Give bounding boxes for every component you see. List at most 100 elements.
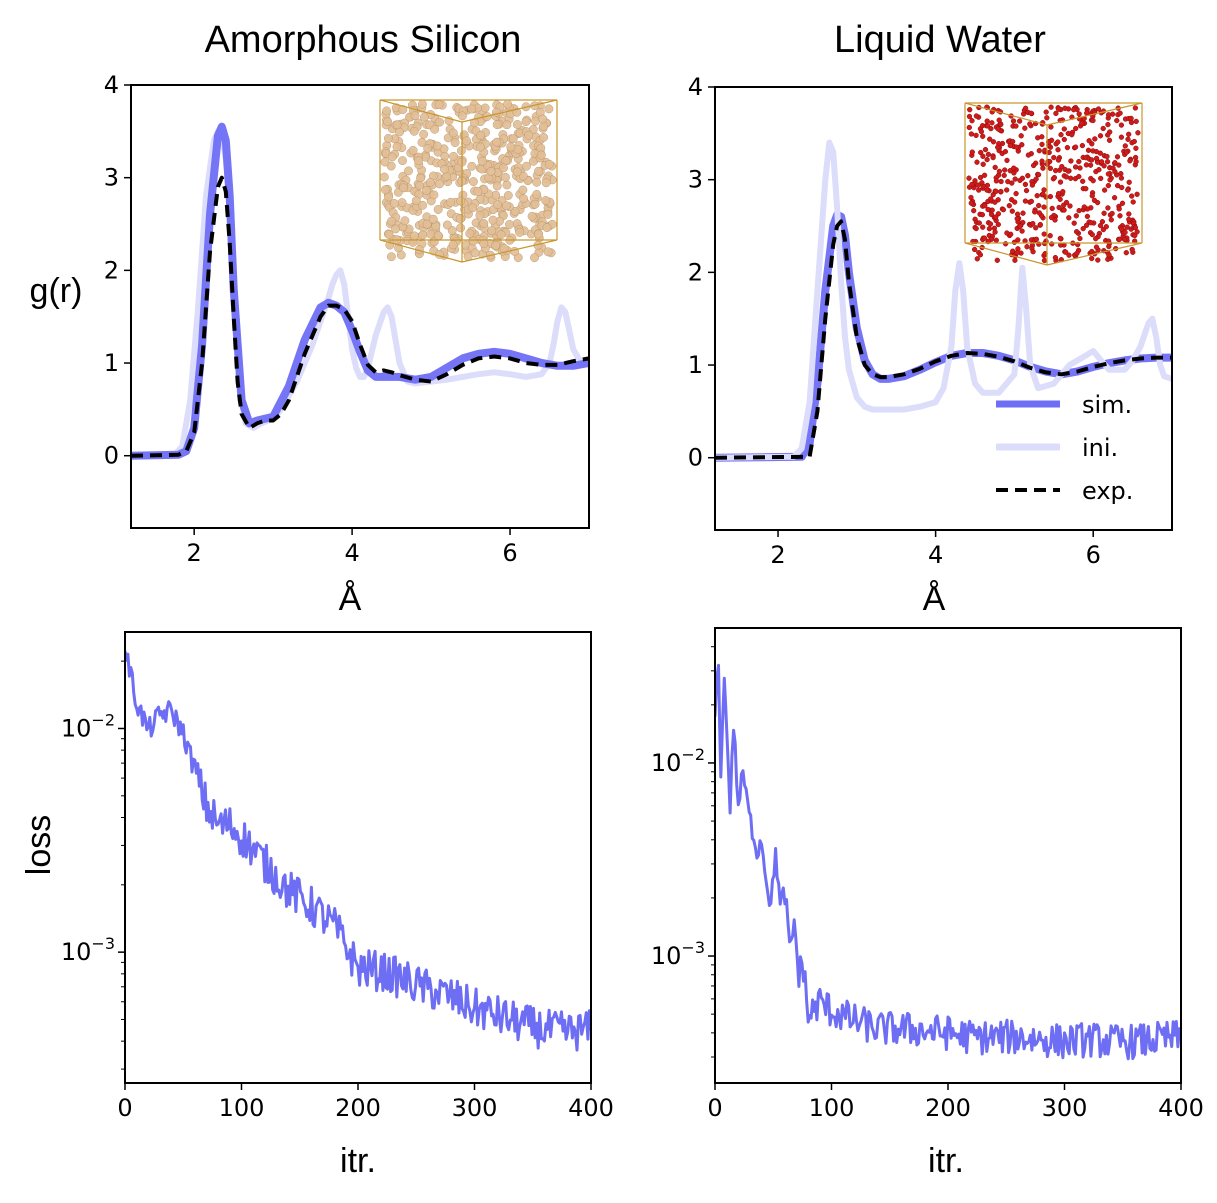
inset-atom — [1022, 125, 1028, 131]
inset-atom — [1125, 136, 1131, 142]
inset-atom — [1052, 217, 1058, 223]
inset-atom — [1133, 118, 1139, 125]
inset-atom — [501, 201, 511, 211]
inset-atom — [433, 231, 443, 241]
inset-atom — [519, 194, 528, 204]
inset-box-edge — [1046, 102, 1143, 126]
inset-atom — [1092, 136, 1098, 142]
inset-atom — [1108, 217, 1114, 223]
inset-atom — [1100, 125, 1106, 132]
inset-atom — [987, 136, 993, 142]
inset-atom — [419, 112, 429, 122]
inset-atom — [379, 172, 389, 182]
inset-atom — [1063, 174, 1070, 180]
x-tick-label: 100 — [219, 1094, 265, 1122]
rdf-plot-silicon: 2 4 6 0 1 2 3 4 — [104, 71, 590, 567]
inset-atom — [1014, 211, 1021, 217]
series-group — [715, 663, 1181, 1061]
inset-atom — [1002, 167, 1008, 173]
inset-atom — [1061, 136, 1067, 143]
inset-atom — [1036, 210, 1043, 216]
inset-atom — [1077, 165, 1083, 171]
inset-atom — [1129, 246, 1135, 253]
inset-atom — [971, 208, 977, 214]
inset-atom — [430, 124, 440, 134]
inset-atom — [1126, 211, 1132, 217]
inset-atom — [980, 161, 986, 167]
x-tick-label: 2 — [770, 541, 785, 569]
inset-atom — [1134, 191, 1140, 197]
inset-atom — [1062, 105, 1068, 111]
inset-atom — [448, 128, 458, 138]
inset-atom — [426, 229, 436, 239]
inset-atom — [1022, 198, 1029, 204]
y-tick-label: 1 — [688, 351, 703, 379]
inset-atom — [985, 206, 991, 213]
inset-box-edge — [379, 99, 463, 123]
xlabel-itr-right: itr. — [928, 1142, 964, 1180]
inset-atom — [1057, 179, 1064, 185]
inset-atom — [1116, 206, 1122, 212]
inset-atom — [1076, 158, 1082, 165]
y-tick-label: 2 — [104, 256, 119, 284]
inset-atom — [993, 188, 999, 195]
inset-atom — [479, 239, 489, 249]
inset-atom — [1100, 226, 1107, 233]
inset-atom — [1118, 226, 1125, 232]
inset-atom — [469, 118, 479, 128]
inset-atom — [435, 117, 445, 127]
inset-atom — [1101, 163, 1107, 169]
inset-atom — [456, 196, 466, 206]
inset-atom — [387, 216, 397, 226]
axes-frame — [714, 627, 1182, 1084]
inset-atom — [386, 252, 396, 262]
y-tick-label: 10−3 — [651, 938, 705, 970]
inset-atom — [986, 226, 993, 232]
inset-atom — [1132, 224, 1139, 231]
inset-atom — [541, 178, 551, 188]
inset-atom — [396, 250, 406, 260]
inset-atom — [1010, 248, 1016, 254]
inset-atom — [1119, 184, 1125, 191]
inset-atom — [1044, 115, 1050, 121]
inset-atom — [1118, 134, 1125, 140]
inset-atom — [1117, 110, 1123, 116]
inset-atom — [982, 146, 989, 153]
inset-atom — [1081, 204, 1087, 210]
inset-atom — [492, 120, 502, 130]
inset-atom — [492, 137, 502, 147]
legend: sim. ini. exp. — [996, 391, 1133, 505]
inset-atom — [1058, 132, 1064, 138]
inset-atom — [1080, 225, 1086, 232]
inset-atom — [468, 236, 478, 246]
inset-atom — [1101, 187, 1108, 193]
inset-atom — [981, 235, 988, 241]
inset-atom — [398, 105, 408, 115]
inset-atom — [969, 149, 975, 155]
inset-atom — [380, 185, 390, 195]
inset-box-edge — [964, 102, 1048, 126]
inset-atom — [979, 180, 985, 186]
inset-atom — [1071, 107, 1077, 113]
inset-atom — [1041, 231, 1047, 237]
inset-atom — [966, 175, 972, 181]
inset-atom — [1053, 110, 1059, 117]
inset-atom — [1004, 230, 1010, 236]
inset-atom — [1055, 147, 1061, 153]
inset-atom — [1089, 157, 1095, 163]
inset-atom — [1033, 225, 1039, 231]
inset-atom — [1033, 236, 1040, 242]
inset-atom — [417, 99, 427, 109]
inset-atom — [387, 152, 397, 162]
inset-atom — [1055, 190, 1062, 197]
inset-atom — [1123, 149, 1130, 155]
series-line-sim — [131, 122, 589, 460]
inset-atom — [1123, 250, 1129, 256]
inset-atom — [1096, 167, 1102, 173]
x-tick-label: 400 — [1158, 1094, 1204, 1122]
inset-atom — [1133, 145, 1139, 151]
inset-atom — [1001, 172, 1007, 179]
inset-atom — [1024, 244, 1030, 250]
inset-atom — [1047, 193, 1054, 200]
inset-atom — [1055, 106, 1062, 112]
